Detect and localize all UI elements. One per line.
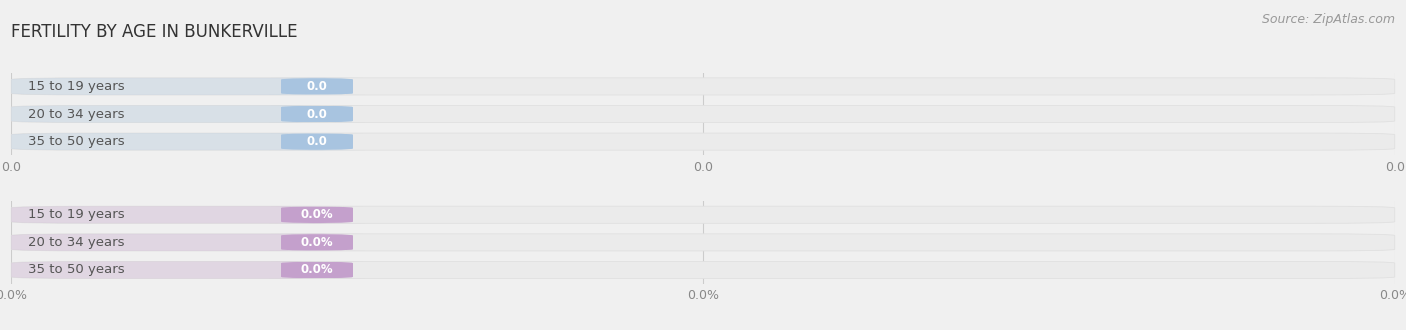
Text: 15 to 19 years: 15 to 19 years xyxy=(28,80,125,93)
Text: FERTILITY BY AGE IN BUNKERVILLE: FERTILITY BY AGE IN BUNKERVILLE xyxy=(11,23,298,41)
FancyBboxPatch shape xyxy=(270,261,364,279)
FancyBboxPatch shape xyxy=(11,261,353,279)
FancyBboxPatch shape xyxy=(11,206,353,223)
Text: 15 to 19 years: 15 to 19 years xyxy=(28,208,125,221)
Text: 35 to 50 years: 35 to 50 years xyxy=(28,135,125,148)
FancyBboxPatch shape xyxy=(270,133,364,150)
FancyBboxPatch shape xyxy=(11,78,353,95)
Text: 0.0%: 0.0% xyxy=(301,236,333,249)
Text: 0.0: 0.0 xyxy=(307,135,328,148)
Text: 0.0: 0.0 xyxy=(307,80,328,93)
Text: 0.0%: 0.0% xyxy=(301,208,333,221)
Text: Source: ZipAtlas.com: Source: ZipAtlas.com xyxy=(1261,13,1395,26)
FancyBboxPatch shape xyxy=(11,78,1395,95)
FancyBboxPatch shape xyxy=(270,206,364,223)
Text: 0.0: 0.0 xyxy=(307,108,328,120)
Text: 20 to 34 years: 20 to 34 years xyxy=(28,108,124,120)
Text: 20 to 34 years: 20 to 34 years xyxy=(28,236,124,249)
FancyBboxPatch shape xyxy=(11,106,1395,122)
FancyBboxPatch shape xyxy=(11,206,1395,223)
Text: 0.0%: 0.0% xyxy=(301,263,333,277)
FancyBboxPatch shape xyxy=(11,133,1395,150)
FancyBboxPatch shape xyxy=(270,78,364,95)
FancyBboxPatch shape xyxy=(11,234,353,251)
FancyBboxPatch shape xyxy=(11,234,1395,251)
Text: 35 to 50 years: 35 to 50 years xyxy=(28,263,125,277)
FancyBboxPatch shape xyxy=(11,133,353,150)
FancyBboxPatch shape xyxy=(11,261,1395,279)
FancyBboxPatch shape xyxy=(11,106,353,122)
FancyBboxPatch shape xyxy=(270,106,364,122)
FancyBboxPatch shape xyxy=(270,234,364,251)
